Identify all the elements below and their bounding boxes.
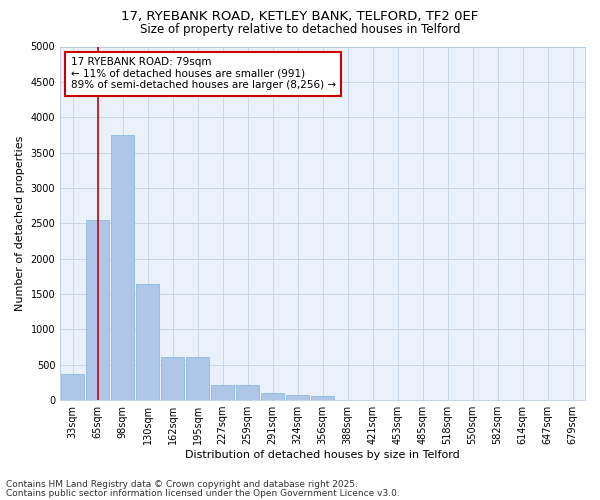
Bar — [236, 385, 259, 400]
Text: 17 RYEBANK ROAD: 79sqm
← 11% of detached houses are smaller (991)
89% of semi-de: 17 RYEBANK ROAD: 79sqm ← 11% of detached… — [71, 57, 336, 90]
Bar — [187, 357, 209, 400]
Text: Contains public sector information licensed under the Open Government Licence v3: Contains public sector information licen… — [6, 488, 400, 498]
Bar — [86, 220, 109, 400]
Bar — [136, 284, 159, 400]
Y-axis label: Number of detached properties: Number of detached properties — [15, 136, 25, 311]
Bar — [161, 357, 184, 400]
Bar — [112, 135, 134, 400]
X-axis label: Distribution of detached houses by size in Telford: Distribution of detached houses by size … — [185, 450, 460, 460]
Text: Contains HM Land Registry data © Crown copyright and database right 2025.: Contains HM Land Registry data © Crown c… — [6, 480, 358, 489]
Text: 17, RYEBANK ROAD, KETLEY BANK, TELFORD, TF2 0EF: 17, RYEBANK ROAD, KETLEY BANK, TELFORD, … — [121, 10, 479, 23]
Bar — [262, 393, 284, 400]
Bar — [211, 385, 234, 400]
Bar — [286, 396, 309, 400]
Bar — [61, 374, 84, 400]
Text: Size of property relative to detached houses in Telford: Size of property relative to detached ho… — [140, 22, 460, 36]
Bar — [311, 396, 334, 400]
